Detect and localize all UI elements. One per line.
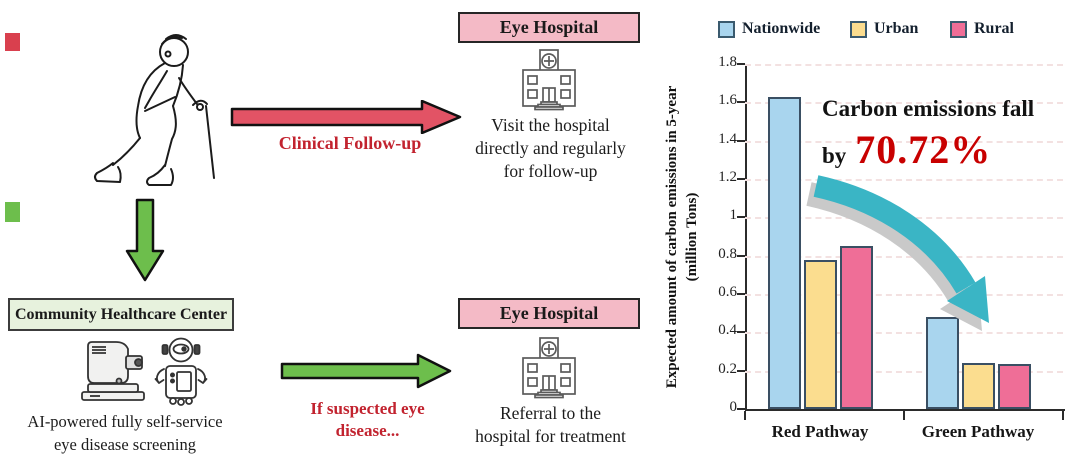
bar-green-pathway-urban (962, 363, 995, 409)
community-center-description: AI-powered fully self-service eye diseas… (27, 412, 223, 454)
y-tick-label: 0.2 (718, 360, 737, 377)
y-axis-tick (737, 331, 745, 334)
y-axis-tick (737, 254, 745, 257)
bottom-hospital-description: Referral to the hospital for treatment (475, 403, 626, 446)
legend-label: Nationwide (742, 20, 821, 37)
legend-item-rural: Rural (950, 20, 1014, 38)
y-tick-label: 1.4 (718, 130, 737, 147)
eye-hospital-bottom-banner: Eye Hospital (458, 298, 640, 329)
annotation-prefix: by (822, 143, 847, 168)
community-healthcare-center-banner: Community Healthcare Center (8, 298, 234, 331)
bar-red-pathway-rural (840, 246, 873, 409)
legend-swatch-urban (850, 20, 867, 38)
y-tick-label: 0.8 (718, 245, 737, 262)
hospital-building-icon (522, 49, 576, 111)
y-axis-tick (737, 101, 745, 104)
left-edge-green-mark (5, 202, 20, 222)
y-axis-tick (737, 293, 745, 295)
plot-area (745, 64, 1065, 411)
legend-swatch-rural (950, 20, 967, 38)
x-category-label-0: Red Pathway (771, 422, 869, 441)
elderly-person-icon (94, 34, 215, 186)
left-edge-red-mark (5, 33, 20, 51)
gridline (745, 370, 1063, 373)
bar-red-pathway-nationwide (768, 96, 801, 409)
suspected-disease-label: If suspected eye disease... (310, 399, 425, 440)
top-hospital-description: Visit the hospital directly and regularl… (475, 115, 626, 181)
annotation-percentage: 70.72% (855, 127, 992, 172)
y-axis-tick (737, 63, 745, 65)
gridline (745, 332, 1063, 335)
y-axis-tick (737, 139, 745, 142)
annotation-text: Carbon emissions fall (822, 96, 1035, 121)
x-axis-tick-0 (744, 411, 746, 420)
bar-green-pathway-rural (998, 363, 1031, 409)
y-tick-label: 0.6 (718, 284, 737, 300)
hospital-building-icon (522, 337, 576, 399)
y-tick-label: 0 (729, 399, 738, 415)
clinical-followup-arrow-icon (230, 100, 462, 134)
referral-arrow-icon (280, 353, 452, 389)
y-axis-tick (737, 408, 745, 410)
y-tick-label: 1.8 (718, 54, 737, 70)
annotation-carbon-fall: Carbon emissions fall by 70.72% (822, 96, 1034, 173)
legend-swatch-nationwide (718, 20, 735, 38)
y-axis-tick (737, 369, 745, 372)
y-tick-label: 1.2 (718, 169, 737, 185)
y-axis-tick (737, 216, 745, 219)
clinical-followup-label: Clinical Follow-up (278, 133, 422, 153)
gridline (745, 140, 1063, 143)
down-arrow-icon (125, 198, 165, 282)
y-tick-label: 1 (729, 207, 738, 224)
bar-green-pathway-nationwide (926, 317, 959, 409)
eye-screening-machine-icon (81, 341, 145, 401)
x-axis-tick-2 (1062, 411, 1064, 420)
robot-icon (154, 337, 208, 406)
legend-label: Urban (874, 20, 919, 37)
x-axis-tick-1 (903, 411, 905, 420)
bar-red-pathway-urban (804, 259, 837, 409)
y-axis-tick (737, 178, 745, 180)
emissions-chart: Expected amount of carbon emissions in 5… (660, 0, 1080, 468)
legend-item-urban: Urban (850, 20, 918, 38)
x-category-label-1: Green Pathway (921, 422, 1035, 441)
gridline (745, 102, 1063, 105)
eye-hospital-top-banner: Eye Hospital (458, 12, 640, 43)
gridline (745, 64, 1063, 66)
y-tick-label: 0.4 (718, 322, 737, 339)
legend-label: Rural (974, 20, 1014, 37)
y-tick-label: 1.6 (718, 92, 737, 109)
legend-item-nationwide: Nationwide (718, 20, 820, 38)
